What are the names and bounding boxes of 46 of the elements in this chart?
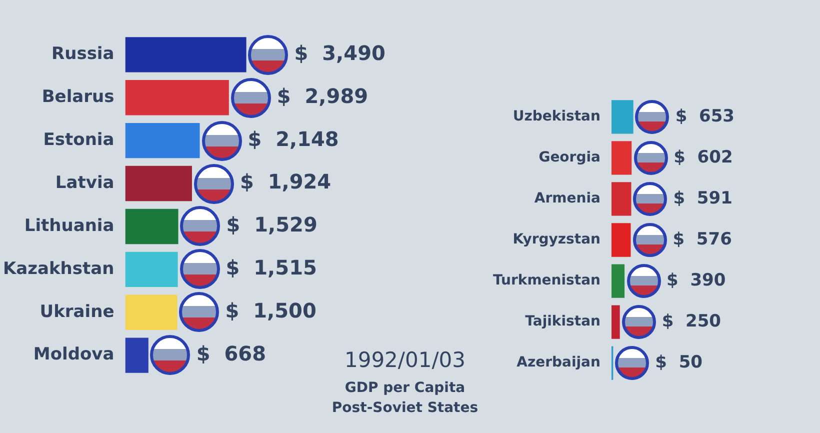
data-label: $ 653: [675, 106, 734, 126]
data-label: $ 50: [655, 352, 703, 373]
data-label: $ 250: [662, 311, 722, 332]
bar: [125, 37, 246, 72]
bar: [611, 100, 634, 134]
data-label: $ 1,500: [225, 298, 316, 323]
y-tick-label: Ukraine: [40, 302, 114, 322]
data-label: $ 576: [672, 229, 732, 250]
bar: [611, 182, 632, 216]
data-label: $ 1,515: [226, 256, 317, 280]
y-tick-label: Moldova: [33, 344, 114, 365]
data-label: $ 1,924: [240, 170, 332, 194]
bar: [125, 122, 200, 158]
y-tick-label: Belarus: [42, 87, 114, 108]
bar: [125, 208, 178, 244]
y-tick-label: Russia: [52, 44, 114, 64]
text: GDP per Capita Post-Soviet States: [330, 379, 480, 418]
y-tick-label: Uzbekistan: [512, 108, 600, 125]
data-label: $ 2,989: [276, 84, 368, 108]
y-tick-label: Estonia: [43, 130, 114, 150]
data-label: $ 2,148: [248, 126, 339, 151]
bar: [611, 264, 625, 298]
bar: [125, 166, 192, 202]
bar: [611, 305, 620, 339]
data-label: $ 591: [673, 188, 732, 208]
y-tick-label: Kazakhstan: [2, 258, 114, 279]
text: 1992/01/03: [343, 348, 467, 372]
data-label: $ 602: [674, 147, 733, 168]
y-tick-label: Latvia: [55, 172, 114, 193]
y-tick-label: Turkmenistan: [492, 272, 600, 289]
data-label: $ 3,490: [294, 40, 386, 65]
bar: [125, 294, 178, 330]
bar: [611, 223, 631, 257]
y-tick-label: Armenia: [534, 190, 600, 207]
data-label: $ 668: [196, 342, 266, 366]
bar: [125, 252, 178, 288]
bar: [611, 141, 632, 175]
y-tick-label: Georgia: [538, 150, 600, 166]
y-tick-label: Tajikistan: [525, 314, 600, 330]
y-tick-label: Kyrgyzstan: [512, 232, 600, 248]
y-tick-label: Lithuania: [24, 216, 114, 236]
data-label: $ 390: [666, 270, 726, 290]
bar: [125, 338, 148, 373]
y-tick-label: Azerbaijan: [516, 354, 600, 371]
data-label: $ 1,529: [226, 212, 318, 237]
bar: [125, 80, 229, 116]
